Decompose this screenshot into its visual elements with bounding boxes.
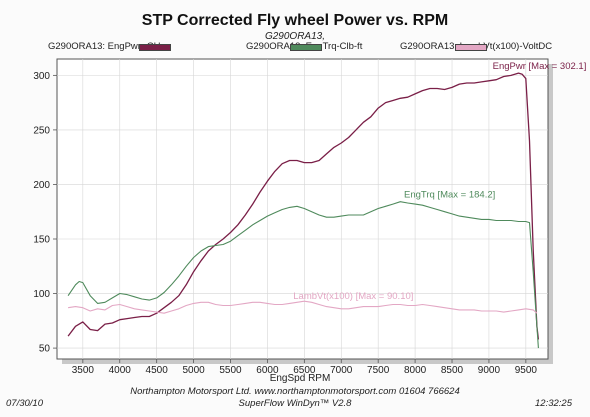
x-axis-label: EngSpd RPM — [270, 373, 331, 384]
y-tick-label: 50 — [39, 344, 51, 355]
plot-background — [56, 58, 549, 360]
annotation-lambvt: LambVt(x100) [Max = 90.10] — [293, 291, 413, 302]
series-line-engpwr — [67, 72, 540, 340]
series-layer — [67, 72, 540, 349]
x-tick-label: 5000 — [182, 365, 205, 376]
legend-label-engpwr: G290ORA13: EngPwr- CHp — [48, 41, 166, 52]
legend-swatch-engpwr — [139, 44, 171, 51]
y-tick-label: 300 — [33, 71, 50, 82]
annotation-engpwr: EngPwr [Max = 302.1] — [493, 61, 587, 72]
axis-layer: 3500 4000 4500 5000 5500 6000 6500 7000 7500 8000… — [33, 71, 537, 376]
y-tick-label: 150 — [33, 235, 50, 246]
x-tick-label: 8500 — [441, 365, 464, 376]
series-line-engtrq — [67, 201, 539, 349]
legend-swatch-lambvt — [455, 44, 487, 51]
annotation-engtrq: EngTrq [Max = 184.2] — [404, 190, 495, 201]
x-tick-label: 7500 — [367, 365, 390, 376]
footer-time: 12:32:25 — [535, 398, 572, 409]
footer-software: SuperFlow WinDyn™ V2.8 — [238, 398, 352, 409]
x-tick-label: 9000 — [478, 365, 501, 376]
x-tick-label: 4500 — [146, 365, 169, 376]
x-tick-label: 6000 — [256, 365, 279, 376]
footer-date: 07/30/10 — [6, 398, 43, 409]
x-tick-label: 4000 — [109, 365, 132, 376]
x-tick-label: 5500 — [219, 365, 242, 376]
y-tick-label: 250 — [33, 125, 50, 136]
series-line-lambvt — [68, 300, 538, 314]
annotation-layer: EngPwr [Max = 302.1] EngTrq [Max = 184.2]… — [293, 61, 586, 302]
footer-company: Northampton Motorsport Ltd. www.northamp… — [130, 386, 460, 397]
legend-swatch-engtrq — [290, 44, 322, 51]
x-tick-label: 3500 — [72, 365, 95, 376]
y-tick-label: 100 — [33, 289, 50, 300]
x-tick-label: 7000 — [330, 365, 353, 376]
x-tick-label: 6500 — [293, 365, 316, 376]
x-tick-label: 8000 — [404, 365, 427, 376]
chart-subtitle: G290ORA13, — [264, 31, 326, 42]
x-tick-label: 9500 — [515, 365, 538, 376]
y-tick-label: 200 — [33, 180, 50, 191]
chart-title: STP Corrected Fly wheel Power vs. RPM — [141, 12, 449, 29]
